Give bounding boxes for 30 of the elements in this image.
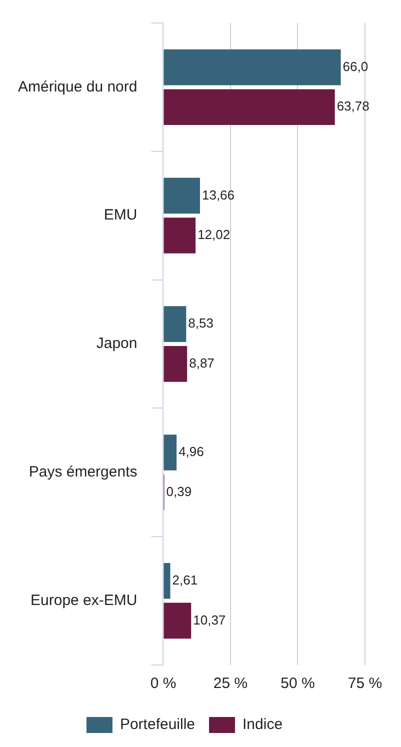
data-label: 66,0	[342, 58, 368, 74]
data-label: 4,96	[178, 444, 204, 460]
y-tick-label: Japon	[96, 335, 138, 352]
bar	[164, 178, 200, 214]
data-label: 63,78	[336, 98, 370, 114]
bar	[164, 434, 177, 470]
bar	[164, 49, 341, 86]
legend-label: Portefeuille	[120, 716, 196, 734]
bar	[164, 218, 196, 254]
data-label: 8,53	[188, 316, 214, 331]
y-tick-label: Europe ex-EMU	[30, 592, 138, 609]
y-tick-label: Amérique du nord	[18, 78, 138, 96]
y-tick-label: Pays émergents	[28, 464, 138, 481]
x-tick-label: 75 %	[348, 675, 382, 692]
legend-label: Indice	[242, 716, 283, 734]
x-tick-label: 50 %	[280, 675, 315, 692]
data-label: 10,37	[193, 612, 226, 628]
x-tick-label: 25 %	[213, 675, 248, 692]
data-label: 2,61	[172, 572, 198, 588]
bar	[164, 602, 192, 639]
data-label: 0,39	[166, 484, 192, 499]
bar	[164, 89, 335, 126]
y-tick-label: EMU	[104, 206, 138, 224]
data-label: 12,02	[198, 227, 230, 242]
bar	[164, 346, 188, 382]
bar	[164, 306, 186, 342]
data-label: 13,66	[202, 187, 235, 202]
bar	[164, 562, 170, 599]
data-label: 8,87	[189, 355, 214, 370]
x-tick-label: 0 %	[150, 675, 176, 692]
